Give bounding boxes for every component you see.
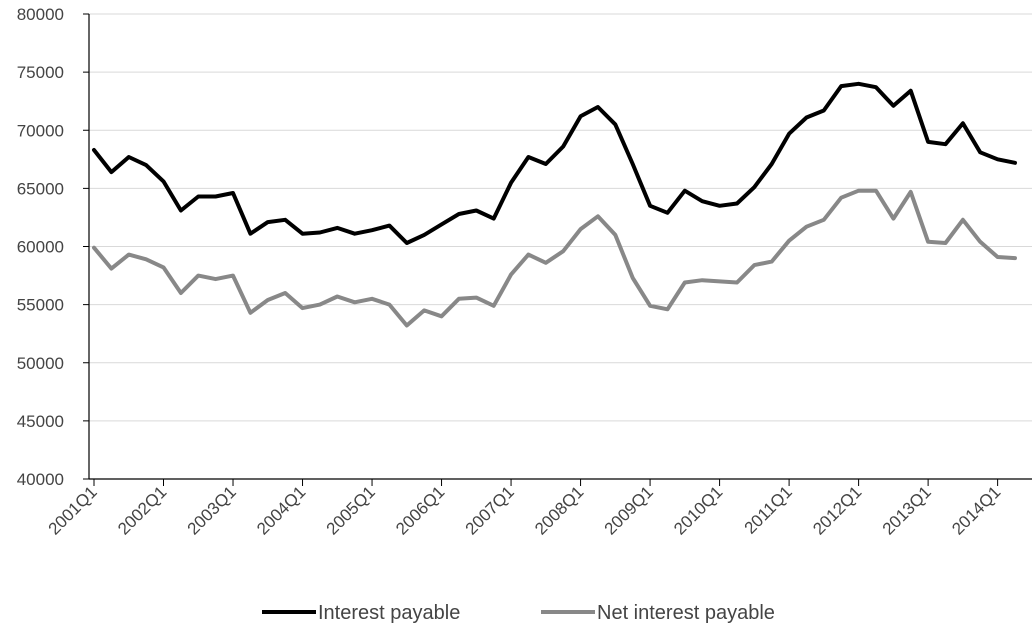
x-tick-label: 2013Q1 xyxy=(879,482,935,538)
y-tick-label: 75000 xyxy=(17,63,64,82)
x-tick-labels: 2001Q1 2002Q1 2003Q1 2004Q1 2005Q1 2006Q1 2007… xyxy=(45,482,1005,538)
y-tick-label: 45000 xyxy=(17,412,64,431)
y-tick-labels: 40000 45000 50000 55000 60000 65000 70000 75000… xyxy=(17,5,64,489)
x-tick-label: 2008Q1 xyxy=(531,482,587,538)
y-tick-label: 70000 xyxy=(17,121,64,140)
x-tick-label: 2004Q1 xyxy=(253,482,309,538)
x-tick-label: 2010Q1 xyxy=(670,482,726,538)
y-tick-label: 55000 xyxy=(17,296,64,315)
y-tick-label: 40000 xyxy=(17,470,64,489)
x-tick-label: 2007Q1 xyxy=(462,482,518,538)
x-tick-label: 2014Q1 xyxy=(948,482,1004,538)
series-line-interest-payable xyxy=(92,81,1017,245)
legend: Interest payable Net interest payable xyxy=(262,602,775,624)
y-tick-label: 50000 xyxy=(17,354,64,373)
x-tick-label: 2005Q1 xyxy=(323,482,379,538)
x-tick-label: 2003Q1 xyxy=(184,482,240,538)
axes xyxy=(83,13,1032,486)
x-tick-label: 2011Q1 xyxy=(741,482,796,537)
series-line-net-interest-payable xyxy=(92,188,1017,328)
x-tick-label: 2012Q1 xyxy=(809,482,865,538)
legend-label: Interest payable xyxy=(318,602,460,624)
y-tick-label: 80000 xyxy=(17,5,64,24)
x-tick-label: 2006Q1 xyxy=(392,482,448,538)
legend-label: Net interest payable xyxy=(597,602,775,624)
y-tick-label: 60000 xyxy=(17,238,64,257)
y-tick-label: 65000 xyxy=(17,179,64,198)
series-lines xyxy=(92,81,1017,328)
x-tick-label: 2002Q1 xyxy=(114,482,170,538)
x-tick-label: 2001Q1 xyxy=(45,482,101,538)
x-tick-label: 2009Q1 xyxy=(601,482,657,538)
